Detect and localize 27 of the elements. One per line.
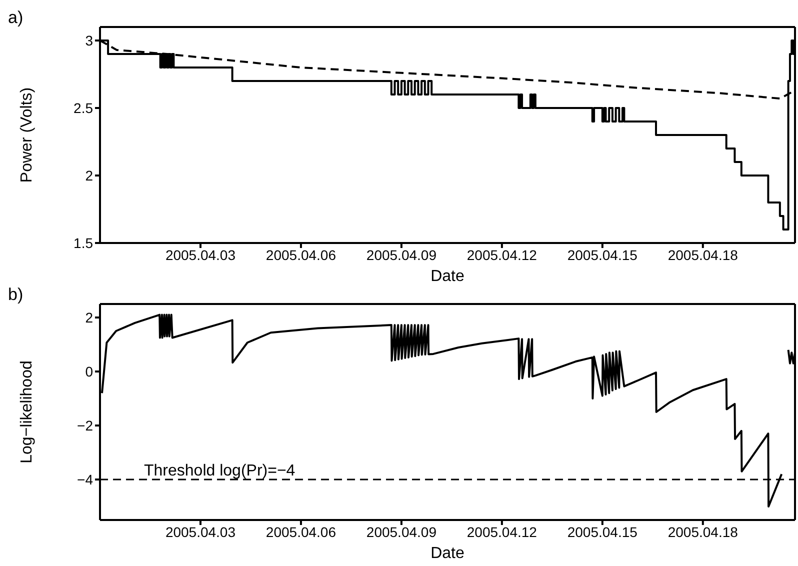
y-tick-label: 2 — [85, 309, 94, 326]
ref-line-label: Threshold log(Pr)=−4 — [144, 462, 296, 480]
y-tick-label: 1.5 — [74, 234, 94, 251]
chart-title: a) — [8, 8, 24, 28]
x-tick-label: 2005.04.09 — [366, 524, 437, 540]
x-tick-label: 2005.04.15 — [567, 246, 638, 263]
x-tick-label: 2005.04.03 — [165, 524, 236, 540]
chart-title: b) — [8, 285, 24, 305]
x-tick-label: 2005.04.03 — [165, 246, 236, 263]
y-tick-label: 2 — [85, 167, 94, 184]
y-tick-label: 3 — [85, 32, 94, 48]
y-axis-title: Log−likelihood — [18, 360, 36, 464]
x-axis-title: Date — [430, 545, 464, 562]
x-tick-label: 2005.04.12 — [466, 524, 538, 540]
y-tick-label: −4 — [77, 471, 94, 488]
x-tick-label: 2005.04.18 — [668, 524, 738, 540]
x-tick-label: 2005.04.06 — [266, 246, 336, 263]
x-tick-label: 2005.04.09 — [366, 246, 437, 263]
y-tick-label: −2 — [77, 417, 94, 434]
x-tick-label: 2005.04.18 — [668, 246, 738, 263]
x-tick-label: 2005.04.15 — [567, 524, 638, 540]
x-tick-label: 2005.04.06 — [266, 524, 336, 540]
x-tick-label: 2005.04.12 — [466, 246, 538, 263]
y-tick-label: 2.5 — [74, 100, 94, 116]
y-axis-title: Power (Volts) — [18, 87, 36, 183]
x-axis-title: Date — [430, 268, 464, 285]
y-tick-label: 0 — [85, 363, 94, 380]
